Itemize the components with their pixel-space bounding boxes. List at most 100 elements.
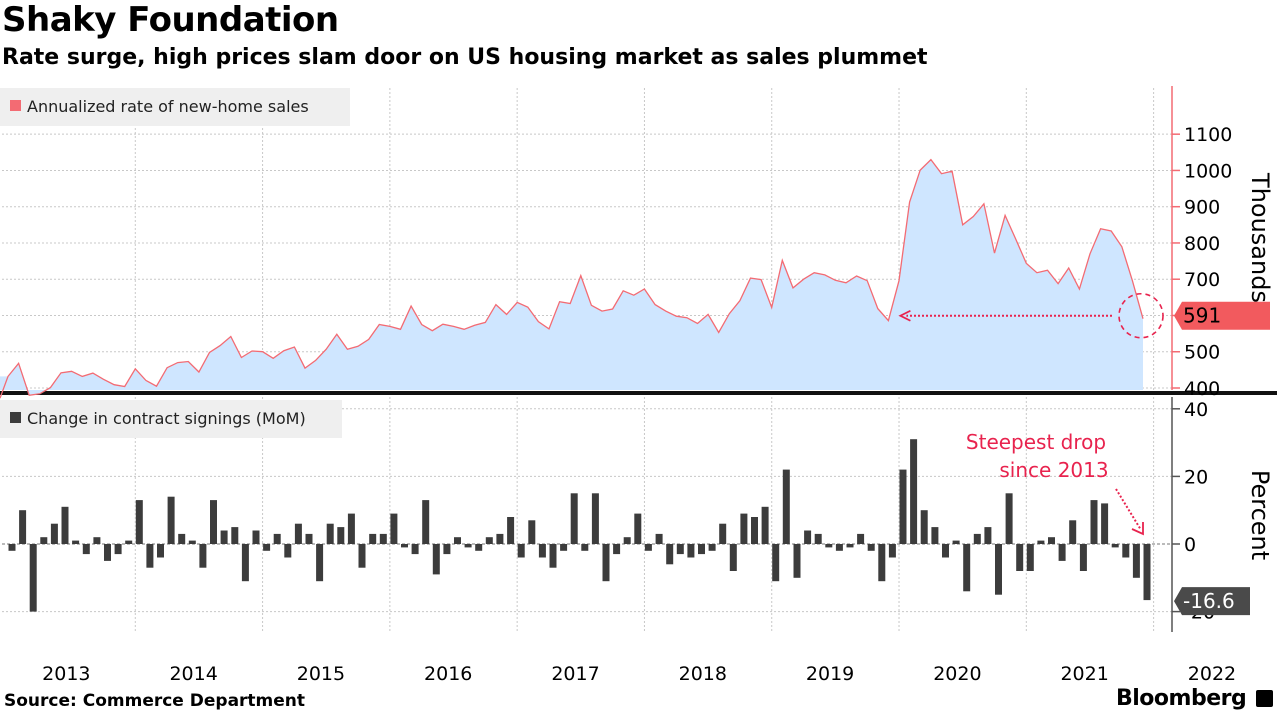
contract-bar — [8, 544, 16, 551]
contract-bar — [1069, 520, 1077, 544]
contract-bar — [793, 544, 801, 578]
contract-bar — [613, 544, 621, 555]
top-axis-title: Thousands — [1246, 172, 1274, 303]
chart-title: Shaky Foundation — [2, 0, 339, 40]
contract-bar — [835, 544, 843, 551]
contract-bar — [1111, 544, 1119, 548]
chart-subtitle: Rate surge, high prices slam door on US … — [2, 45, 928, 70]
contract-bar — [1101, 503, 1109, 544]
bottom-legend-box — [0, 400, 342, 438]
contract-bar — [93, 537, 101, 544]
contract-bar — [1026, 544, 1034, 571]
contract-bar — [1005, 493, 1013, 544]
top-y-tick-label: 800 — [1184, 233, 1220, 255]
annotation-arrow-head — [1131, 522, 1144, 536]
contract-bar — [857, 533, 865, 544]
contract-bar — [61, 506, 69, 544]
contract-bar — [326, 523, 334, 544]
contract-bar — [538, 544, 546, 558]
contract-bar — [464, 544, 472, 548]
contract-bar — [1143, 544, 1151, 601]
top-y-tick-label: 1000 — [1184, 160, 1232, 182]
x-tick-label: 2018 — [679, 663, 727, 685]
top-y-tick-label: 900 — [1184, 197, 1220, 219]
contract-bar — [432, 544, 440, 575]
contract-bar — [888, 544, 896, 558]
top-legend-swatch — [10, 100, 21, 111]
contract-bar — [422, 500, 430, 544]
contract-bar — [347, 513, 355, 544]
sales-line — [0, 158, 1144, 399]
contract-bar — [867, 544, 875, 551]
contract-bar — [50, 523, 58, 544]
bottom-y-tick-label: 40 — [1184, 399, 1208, 421]
contract-bar — [496, 533, 504, 544]
contract-bar — [135, 500, 143, 544]
bottom-y-tick-label: 0 — [1184, 534, 1196, 556]
contract-bar — [29, 544, 37, 612]
top-legend-label: Annualized rate of new-home sales — [27, 97, 309, 116]
bottom-y-tick-label: 20 — [1184, 466, 1208, 488]
contract-bar — [528, 520, 536, 544]
contract-bar — [358, 544, 366, 568]
contract-bar — [411, 544, 419, 555]
x-tick-label: 2021 — [1060, 663, 1108, 685]
contract-bar — [963, 544, 971, 592]
contract-bar — [772, 544, 780, 582]
contract-bar — [676, 544, 684, 555]
x-tick-label: 2013 — [42, 663, 90, 685]
contract-bar — [984, 527, 992, 544]
contract-bar — [740, 513, 748, 544]
contract-bar — [719, 523, 727, 544]
contract-bar — [379, 533, 387, 544]
contract-bar — [485, 537, 493, 544]
comparison-arrow-head — [898, 309, 911, 322]
x-tick-label: 2015 — [297, 663, 345, 685]
contract-bar — [443, 544, 451, 555]
contract-bar — [751, 517, 758, 544]
contract-bar — [952, 540, 960, 544]
contract-bar — [114, 544, 122, 555]
contract-bar — [125, 540, 133, 544]
contract-bar — [655, 533, 663, 544]
bloomberg-chart-icon — [1256, 690, 1273, 707]
top-last-value-badge — [1174, 301, 1270, 330]
top-y-tick-label: 1100 — [1184, 124, 1232, 146]
contract-bar — [782, 469, 790, 544]
contract-bar — [687, 544, 695, 558]
bottom-legend-swatch — [10, 412, 21, 423]
contract-bar — [305, 533, 313, 544]
contract-bar — [316, 544, 324, 582]
contract-bar — [517, 544, 525, 558]
contract-bar — [337, 527, 345, 544]
annotation-line-2: since 2013 — [999, 458, 1108, 482]
contract-bar — [549, 544, 557, 568]
contract-bar — [294, 523, 302, 544]
contract-bar — [644, 544, 652, 551]
contract-bar — [1132, 544, 1140, 578]
contract-bar — [931, 527, 939, 544]
contract-bar — [602, 544, 610, 582]
contract-bar — [1058, 544, 1066, 561]
bottom-legend-label: Change in contract signings (MoM) — [27, 409, 306, 428]
contract-bar — [199, 544, 207, 568]
contract-bar — [454, 537, 461, 544]
contract-bar — [973, 533, 981, 544]
contract-bar — [623, 537, 631, 544]
contract-bar — [178, 533, 186, 544]
contract-bar — [814, 533, 822, 544]
x-tick-label: 2020 — [933, 663, 981, 685]
contract-bar — [825, 544, 833, 548]
contract-bar — [1122, 544, 1130, 558]
contract-bar — [475, 544, 483, 551]
contract-bar — [188, 540, 196, 544]
contract-bar — [761, 506, 769, 544]
contract-bar — [846, 544, 854, 548]
x-tick-label: 2014 — [169, 663, 217, 685]
contract-bar — [104, 544, 111, 561]
contract-bar — [273, 533, 281, 544]
bottom-axis-title: Percent — [1246, 470, 1274, 560]
brand-logo-text: Bloomberg — [1116, 686, 1247, 711]
x-tick-label: 2016 — [424, 663, 472, 685]
